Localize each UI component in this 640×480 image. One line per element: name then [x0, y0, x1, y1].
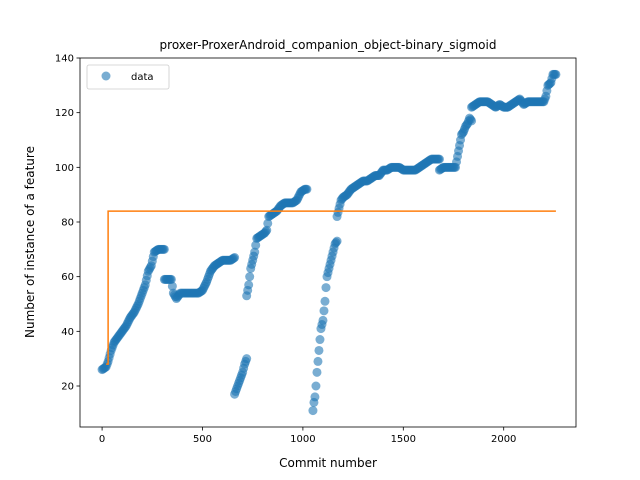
- y-tick-label: 100: [55, 163, 74, 174]
- legend: data: [86, 64, 170, 90]
- y-tick-label: 40: [61, 327, 74, 338]
- x-tick-label: 500: [193, 434, 212, 445]
- data-point: [319, 306, 329, 316]
- data-point: [308, 406, 318, 416]
- data-point: [321, 283, 331, 293]
- x-tick-label: 2000: [491, 434, 516, 445]
- y-tick-label: 60: [61, 272, 74, 283]
- data-point: [244, 280, 254, 290]
- chart-title: proxer-ProxerAndroid_companion_object-bi…: [160, 38, 497, 52]
- fit-line: [106, 210, 556, 365]
- data-point: [242, 354, 252, 364]
- data-point: [310, 392, 320, 402]
- data-point: [434, 154, 444, 164]
- y-tick-label: 120: [55, 108, 74, 119]
- data-point: [332, 236, 342, 246]
- data-point: [302, 184, 312, 194]
- data-point: [311, 381, 321, 391]
- legend-marker-data: [101, 71, 111, 81]
- data-point: [315, 335, 325, 345]
- data-point: [318, 315, 328, 325]
- data-point: [312, 367, 322, 377]
- x-axis-title: Commit number: [279, 456, 377, 470]
- data-point: [159, 244, 169, 254]
- data-point: [251, 240, 261, 250]
- y-tick-label: 140: [55, 54, 74, 65]
- x-tick-label: 1000: [290, 434, 315, 445]
- legend-label-data: data: [131, 72, 154, 83]
- data-point: [230, 253, 240, 263]
- x-tick-label: 1500: [391, 434, 416, 445]
- x-tick-label: 0: [99, 434, 105, 445]
- y-tick-label: 80: [61, 218, 74, 229]
- axis-ticks: 0 500 1000 1500 2000 20 40 60 80 100 120 140: [55, 54, 517, 446]
- data-point: [166, 274, 176, 284]
- data-point: [313, 356, 323, 366]
- data-point: [314, 345, 324, 355]
- chart-marks: [97, 69, 561, 416]
- plot-area-frame: [79, 57, 577, 428]
- data-point: [250, 247, 260, 257]
- data-point: [551, 69, 561, 79]
- data-point: [245, 272, 255, 282]
- y-tick-label: 20: [61, 382, 74, 393]
- legend-box: [86, 64, 170, 90]
- data-point: [263, 218, 273, 228]
- data-point: [262, 225, 272, 235]
- data-point: [467, 116, 477, 126]
- data-point: [167, 281, 177, 291]
- data-point: [320, 296, 330, 306]
- y-axis-title: Number of instance of a feature: [23, 146, 37, 338]
